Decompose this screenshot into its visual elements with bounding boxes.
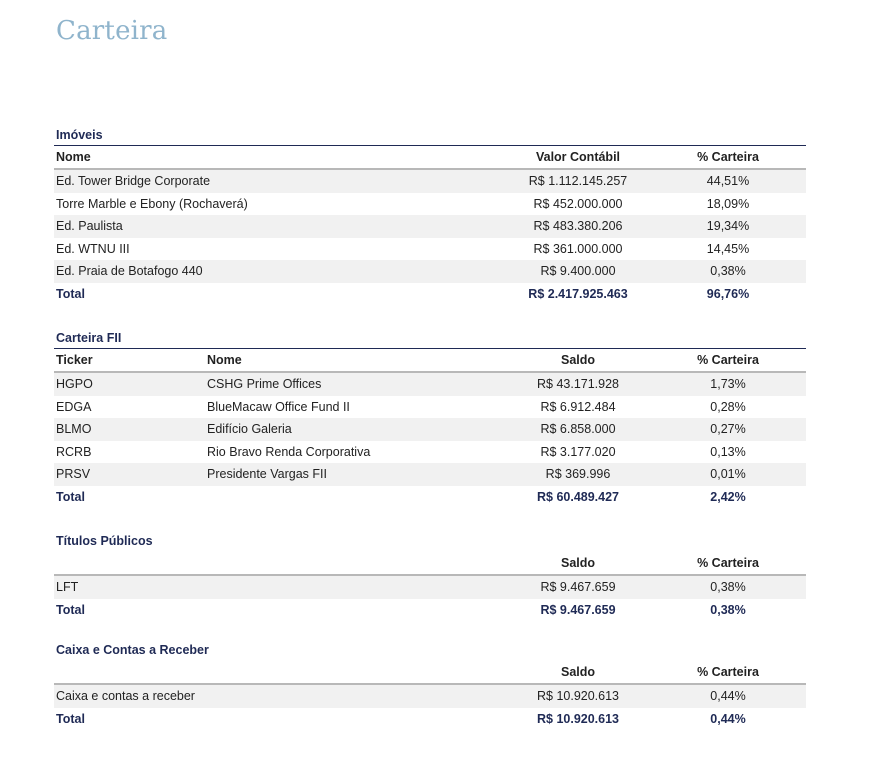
cell-nome: Caixa e contas a receber (56, 689, 195, 703)
table-row: Caixa e contas a receber R$ 10.920.613 0… (54, 685, 806, 708)
header-nome: Nome (56, 150, 91, 164)
total-pct: 2,42% (710, 489, 746, 504)
header-saldo: Saldo (560, 556, 596, 570)
total-saldo: R$ 60.489.427 (536, 489, 620, 504)
cell-pct: 19,34% (706, 219, 750, 233)
cell-nome: LFT (56, 580, 79, 594)
table-header: Ticker Nome Saldo % Carteira (54, 349, 806, 373)
section-title: Imóveis (56, 128, 103, 142)
section-fii: Carteira FII Ticker Nome Saldo % Carteir… (54, 330, 806, 508)
table-row: EDGA BlueMacaw Office Fund II R$ 6.912.4… (54, 396, 806, 419)
total-label: Total (56, 489, 85, 504)
cell-nome: CSHG Prime Offices (207, 377, 322, 391)
total-saldo: R$ 10.920.613 (536, 711, 620, 726)
table-row: Ed. Paulista R$ 483.380.206 19,34% (54, 215, 806, 238)
cell-pct: 0,01% (710, 467, 746, 481)
cell-pct: 44,51% (706, 174, 750, 188)
table-row: BLMO Edifício Galeria R$ 6.858.000 0,27% (54, 418, 806, 441)
total-saldo: R$ 9.467.659 (540, 602, 616, 617)
cell-valor: R$ 9.400.000 (540, 264, 616, 278)
header-pct: % Carteira (697, 353, 759, 367)
table-row: Ed. Praia de Botafogo 440 R$ 9.400.000 0… (54, 260, 806, 283)
header-ticker: Ticker (56, 353, 93, 367)
cell-pct: 0,38% (710, 580, 746, 594)
total-row: Total R$ 60.489.427 2,42% (54, 486, 806, 509)
cell-pct: 14,45% (706, 241, 750, 256)
section-title: Títulos Públicos (56, 534, 153, 548)
total-label: Total (56, 602, 85, 617)
cell-valor: R$ 361.000.000 (533, 241, 623, 256)
cell-nome: Torre Marble e Ebony (Rochaverá) (56, 196, 248, 211)
cell-saldo: R$ 9.467.659 (540, 580, 616, 594)
cell-saldo: R$ 6.858.000 (540, 422, 616, 436)
cell-pct: 0,27% (710, 422, 746, 436)
cell-valor: R$ 1.112.145.257 (528, 174, 628, 188)
cell-nome: Edifício Galeria (207, 422, 292, 436)
total-row: Total R$ 10.920.613 0,44% (54, 708, 806, 731)
cell-saldo: R$ 10.920.613 (536, 689, 620, 703)
total-row: Total R$ 2.417.925.463 96,76% (54, 283, 806, 306)
cell-nome: Ed. Tower Bridge Corporate (56, 174, 211, 188)
total-pct: 0,44% (710, 711, 746, 726)
section-titulos: Títulos Públicos Saldo % Carteira LFT R$… (54, 533, 806, 621)
table-row: Ed. WTNU III R$ 361.000.000 14,45% (54, 238, 806, 261)
cell-ticker: BLMO (56, 422, 92, 436)
cell-nome: Ed. WTNU III (56, 241, 130, 256)
section-title: Carteira FII (56, 331, 122, 345)
total-pct: 96,76% (706, 286, 750, 301)
cell-saldo: R$ 6.912.484 (540, 399, 616, 414)
page-title: Carteira (56, 16, 168, 46)
cell-saldo: R$ 43.171.928 (536, 377, 620, 391)
cell-pct: 0,44% (710, 689, 746, 703)
cell-nome: Ed. Praia de Botafogo 440 (56, 264, 203, 278)
cell-valor: R$ 483.380.206 (533, 219, 623, 233)
cell-ticker: EDGA (56, 399, 92, 414)
cell-pct: 0,38% (710, 264, 746, 278)
cell-ticker: PRSV (56, 467, 91, 481)
cell-valor: R$ 452.000.000 (533, 196, 623, 211)
cell-ticker: RCRB (56, 444, 92, 459)
table-header: Nome Valor Contábil % Carteira (54, 146, 806, 170)
total-label: Total (56, 711, 85, 726)
cell-ticker: HGPO (56, 377, 93, 391)
section-divider (54, 348, 806, 349)
table-row: Ed. Tower Bridge Corporate R$ 1.112.145.… (54, 170, 806, 193)
header-saldo: Saldo (560, 353, 596, 367)
header-pct: % Carteira (697, 556, 759, 570)
table-row: Torre Marble e Ebony (Rochaverá) R$ 452.… (54, 193, 806, 216)
section-divider (54, 145, 806, 146)
table-row: LFT R$ 9.467.659 0,38% (54, 576, 806, 599)
total-label: Total (56, 286, 85, 301)
cell-nome: BlueMacaw Office Fund II (207, 399, 350, 414)
cell-pct: 0,28% (710, 399, 746, 414)
section-caixa: Caixa e Contas a Receber Saldo % Carteir… (54, 642, 806, 730)
cell-pct: 0,13% (710, 444, 746, 459)
total-row: Total R$ 9.467.659 0,38% (54, 599, 806, 622)
section-imoveis: Imóveis Nome Valor Contábil % Carteira E… (54, 127, 806, 305)
total-valor: R$ 2.417.925.463 (528, 286, 628, 301)
cell-nome: Rio Bravo Renda Corporativa (207, 444, 371, 459)
header-nome: Nome (207, 353, 242, 367)
total-pct: 0,38% (710, 602, 746, 617)
header-pct: % Carteira (697, 150, 759, 164)
cell-pct: 18,09% (706, 196, 750, 211)
header-saldo: Saldo (560, 665, 596, 679)
table-header: Saldo % Carteira (54, 552, 806, 576)
header-pct: % Carteira (697, 665, 759, 679)
table-row: RCRB Rio Bravo Renda Corporativa R$ 3.17… (54, 441, 806, 464)
cell-saldo: R$ 369.996 (545, 467, 611, 481)
table-row: PRSV Presidente Vargas FII R$ 369.996 0,… (54, 463, 806, 486)
table-row: HGPO CSHG Prime Offices R$ 43.171.928 1,… (54, 373, 806, 396)
header-valor: Valor Contábil (535, 150, 621, 164)
cell-nome: Ed. Paulista (56, 219, 123, 233)
cell-nome: Presidente Vargas FII (207, 467, 327, 481)
cell-pct: 1,73% (710, 377, 746, 391)
cell-saldo: R$ 3.177.020 (540, 444, 616, 459)
table-header: Saldo % Carteira (54, 661, 806, 685)
section-title: Caixa e Contas a Receber (56, 643, 209, 657)
